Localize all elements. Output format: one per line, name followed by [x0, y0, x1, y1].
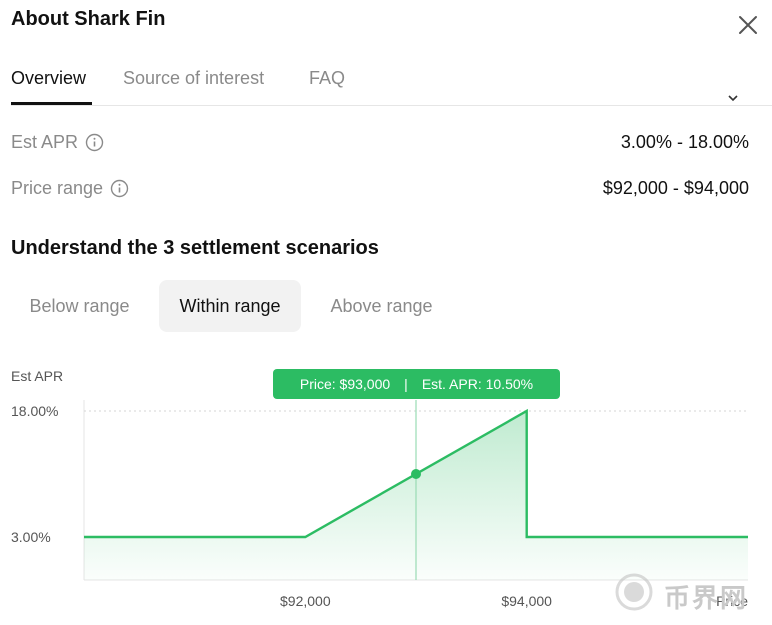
y-tick-label: 18.00%: [11, 403, 58, 419]
info-icon[interactable]: [110, 179, 129, 198]
tooltip-price: Price: $93,000: [299, 376, 391, 392]
tab-bar: Overview Source of interest FAQ: [11, 60, 772, 106]
scenario-above-range[interactable]: Above range: [330, 295, 433, 316]
x-tick-label: $94,000: [501, 593, 552, 609]
est-apr-value: 3.00% - 18.00%: [620, 132, 749, 152]
price-range-value: $92,000 - $94,000: [602, 178, 749, 198]
tab-source-of-interest[interactable]: Source of interest: [123, 68, 265, 88]
close-icon: [739, 16, 757, 34]
scenario-below-range[interactable]: Below range: [29, 295, 130, 316]
info-icon[interactable]: [85, 133, 104, 152]
apr-line: [84, 408, 748, 539]
price-range-label: Price range: [11, 178, 104, 198]
y-axis-label: Est APR: [11, 368, 63, 384]
active-tab-indicator: [11, 102, 92, 105]
tooltip-separator: |: [404, 376, 408, 392]
watermark-text: 币界网: [664, 583, 749, 613]
tab-faq[interactable]: FAQ: [309, 68, 346, 88]
close-button[interactable]: [737, 14, 759, 36]
watermark-logo-icon: [615, 573, 653, 611]
y-tick-label: 3.00%: [11, 529, 51, 545]
est-apr-label: Est APR: [11, 132, 79, 152]
apr-chart-svg: Est APR Price 18.00% 3.00% $92,000 $94,000: [11, 368, 748, 609]
scenario-within-range[interactable]: Within range: [159, 280, 301, 332]
tab-overview[interactable]: Overview: [11, 68, 87, 88]
tooltip-apr: Est. APR: 10.50%: [421, 376, 534, 392]
chevron-down-icon: [728, 95, 738, 102]
dialog-title: About Shark Fin: [11, 8, 166, 30]
x-tick-label: $92,000: [280, 593, 331, 609]
highlight-point[interactable]: [411, 469, 421, 479]
chart-tooltip: Price: $93,000 | Est. APR: 10.50%: [273, 369, 560, 399]
price-range-row: Price range $92,000 - $94,000: [11, 178, 749, 202]
x-axis-label: Price: [716, 593, 748, 609]
apr-chart: Est APR Price 18.00% 3.00% $92,000 $94,000: [0, 360, 772, 625]
section-title: Understand the 3 settlement scenarios: [11, 237, 379, 259]
est-apr-row: Est APR 3.00% - 18.00%: [11, 132, 749, 156]
